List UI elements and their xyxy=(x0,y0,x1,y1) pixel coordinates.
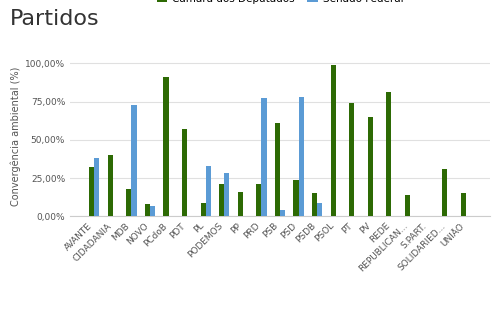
Bar xyxy=(219,184,224,216)
Bar xyxy=(256,184,262,216)
Bar xyxy=(145,204,150,216)
Bar xyxy=(330,65,336,216)
Bar xyxy=(317,202,322,216)
Bar xyxy=(460,193,466,216)
Text: Partidos: Partidos xyxy=(10,9,100,29)
Bar xyxy=(94,158,100,216)
Bar xyxy=(405,195,410,216)
Bar xyxy=(126,189,132,216)
Bar xyxy=(132,104,136,216)
Bar xyxy=(294,180,298,216)
Bar xyxy=(262,99,266,216)
Bar xyxy=(150,205,155,216)
Bar xyxy=(182,129,187,216)
Bar xyxy=(298,97,304,216)
Bar xyxy=(224,173,230,216)
Bar xyxy=(275,123,280,216)
Bar xyxy=(386,92,392,216)
Legend: Câmara dos Deputados, Senado Federal: Câmara dos Deputados, Senado Federal xyxy=(156,0,404,4)
Bar xyxy=(280,210,285,216)
Y-axis label: Convergência ambiental (%): Convergência ambiental (%) xyxy=(10,66,21,206)
Bar xyxy=(238,192,243,216)
Bar xyxy=(349,103,354,216)
Bar xyxy=(164,77,168,216)
Bar xyxy=(206,166,211,216)
Bar xyxy=(368,117,373,216)
Bar xyxy=(312,193,317,216)
Bar xyxy=(442,169,447,216)
Bar xyxy=(108,155,113,216)
Bar xyxy=(200,202,205,216)
Bar xyxy=(89,167,94,216)
